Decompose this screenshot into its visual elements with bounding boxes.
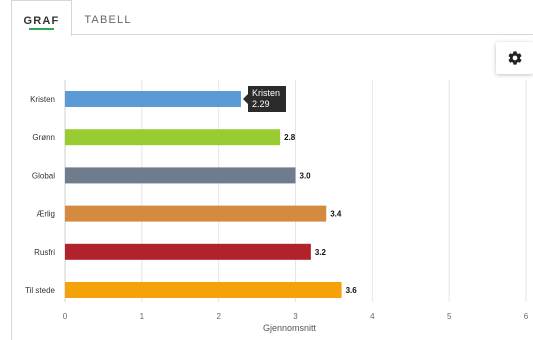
bar-data-label: 3.4 <box>330 210 342 219</box>
category-label: Ærlig <box>36 210 55 219</box>
category-label: Global <box>32 171 55 180</box>
category-label: Til stede <box>25 286 55 295</box>
tab-divider <box>72 34 533 35</box>
bar-data-label: 3.6 <box>346 286 358 295</box>
tooltip-name: Kristen <box>252 88 281 98</box>
x-tick-label: 6 <box>524 312 529 321</box>
x-tick-label: 4 <box>370 312 375 321</box>
x-tick-label: 1 <box>140 312 145 321</box>
x-tick-label: 0 <box>63 312 68 321</box>
bar-tooltip: Kristen 2.29 <box>243 86 286 112</box>
x-tick-label: 2 <box>216 312 221 321</box>
tab-tabell-label: TABELL <box>84 14 132 26</box>
x-tick-label: 3 <box>293 312 298 321</box>
tab-bar: GRAF TABELL <box>0 0 533 36</box>
bar-data-label: 2.8 <box>284 133 296 142</box>
active-tab-indicator <box>29 28 54 30</box>
bar <box>65 205 327 222</box>
category-label: Rusfri <box>34 248 55 257</box>
x-tick-label: 5 <box>447 312 452 321</box>
tab-tabell[interactable]: TABELL <box>80 0 136 35</box>
content-border <box>11 35 12 340</box>
settings-button[interactable] <box>496 42 533 74</box>
tab-graf[interactable]: GRAF <box>11 0 72 36</box>
category-label: Kristen <box>30 95 55 104</box>
bar <box>65 129 281 146</box>
gear-icon <box>508 51 521 65</box>
bar <box>65 167 296 184</box>
bar <box>65 243 311 260</box>
bar <box>65 282 342 298</box>
x-axis-label: Gjennomsnitt <box>263 323 317 333</box>
tooltip-value: 2.29 <box>252 99 270 109</box>
bar-data-label: 3.2 <box>315 248 327 257</box>
tab-graf-label: GRAF <box>23 15 60 27</box>
bar <box>65 91 241 107</box>
category-label: Grønn <box>32 133 55 142</box>
bar-data-label: 3.0 <box>300 171 312 180</box>
